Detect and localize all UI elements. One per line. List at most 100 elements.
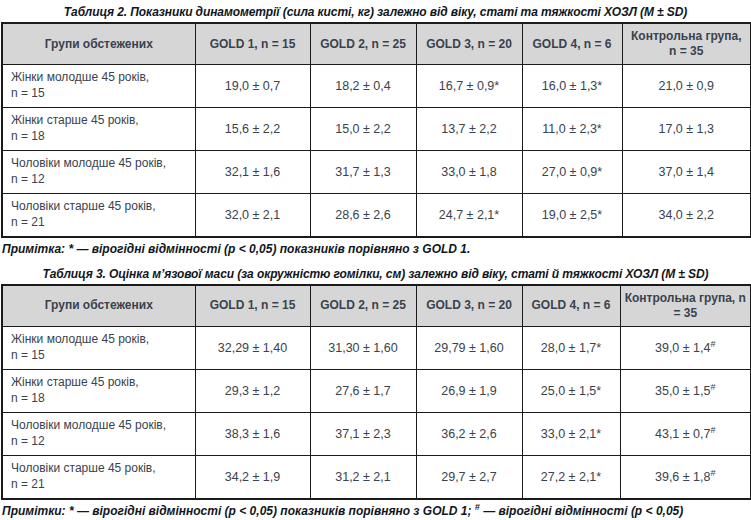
value-cell: 17,0 ± 1,3 bbox=[622, 108, 751, 151]
cell-value: 13,7 ± 2,2 bbox=[441, 122, 497, 136]
table-row: Жінки молодше 45 років, n = 15 32,29 ± 1… bbox=[2, 326, 751, 369]
column-header-gold1: GOLD 1, n = 15 bbox=[195, 285, 310, 327]
value-cell: 16,0 ± 1,3* bbox=[522, 65, 622, 108]
cell-value: 15,0 ± 2,2 bbox=[335, 122, 391, 136]
cell-value: 17,0 ± 1,3 bbox=[658, 122, 714, 136]
page: Таблиця 2. Показники динамометрії (сила … bbox=[0, 0, 751, 520]
value-cell: 31,7 ± 1,3 bbox=[310, 151, 416, 194]
cell-value: 32,29 ± 1,40 bbox=[218, 341, 287, 355]
table2: Групи обстежених GOLD 1, n = 15 GOLD 2, … bbox=[1, 22, 751, 238]
cell-value: 33,0 ± 1,8 bbox=[441, 165, 497, 179]
cell-value: 27,2 ± 2,1* bbox=[541, 470, 601, 484]
table3: Групи обстежених GOLD 1, n = 15 GOLD 2, … bbox=[1, 284, 751, 500]
value-cell: 39,6 ± 1,8# bbox=[620, 455, 751, 499]
value-cell: 24,7 ± 2,1* bbox=[416, 194, 522, 238]
cell-value: 27,6 ± 1,7 bbox=[335, 384, 391, 398]
column-header-gold1: GOLD 1, n = 15 bbox=[195, 23, 310, 65]
group-cell: Чоловіки молодше 45 років, n = 12 bbox=[2, 151, 195, 194]
value-cell: 28,6 ± 2,6 bbox=[310, 194, 416, 238]
table-row: Жінки старше 45 років, n = 18 15,6 ± 2,2… bbox=[2, 108, 751, 151]
value-cell: 32,29 ± 1,40 bbox=[195, 326, 310, 369]
value-cell: 11,0 ± 2,3* bbox=[522, 108, 622, 151]
column-header-control: Контрольна група, n = 35 bbox=[622, 23, 751, 65]
column-header-control: Контрольна група, n = 35 bbox=[620, 285, 751, 327]
group-cell: Чоловіки старше 45 років, n = 21 bbox=[2, 194, 195, 238]
cell-marker: # bbox=[711, 382, 716, 392]
cell-value: 28,0 ± 1,7* bbox=[541, 341, 601, 355]
cell-value: 29,7 ± 2,7 bbox=[441, 470, 497, 484]
column-header-groups: Групи обстежених bbox=[2, 285, 195, 327]
value-cell: 36,2 ± 2,6 bbox=[416, 412, 522, 455]
column-header-gold3: GOLD 3, n = 20 bbox=[416, 23, 522, 65]
table-row: Чоловіки старше 45 років, n = 21 32,0 ± … bbox=[2, 194, 751, 238]
column-header-gold4: GOLD 4, n = 6 bbox=[522, 285, 620, 327]
table2-title: Таблиця 2. Показники динамометрії (сила … bbox=[1, 5, 750, 19]
value-cell: 34,2 ± 1,9 bbox=[195, 455, 310, 499]
cell-value: 43,1 ± 0,7 bbox=[655, 427, 711, 441]
value-cell: 43,1 ± 0,7# bbox=[620, 412, 751, 455]
value-cell: 15,0 ± 2,2 bbox=[310, 108, 416, 151]
cell-marker: # bbox=[711, 339, 716, 349]
column-header-groups: Групи обстежених bbox=[2, 23, 195, 65]
value-cell: 27,2 ± 2,1* bbox=[522, 455, 620, 499]
value-cell: 27,0 ± 0,9* bbox=[522, 151, 622, 194]
group-cell: Жінки старше 45 років, n = 18 bbox=[2, 108, 195, 151]
cell-value: 37,0 ± 1,4 bbox=[658, 165, 714, 179]
cell-value: 19,0 ± 0,7 bbox=[225, 79, 281, 93]
column-header-gold4: GOLD 4, n = 6 bbox=[522, 23, 622, 65]
cell-value: 29,79 ± 1,60 bbox=[434, 341, 503, 355]
cell-value: 18,2 ± 0,4 bbox=[335, 79, 391, 93]
cell-value: 21,0 ± 0,9 bbox=[658, 79, 714, 93]
cell-value: 33,0 ± 2,1* bbox=[541, 427, 601, 441]
column-header-gold3: GOLD 3, n = 20 bbox=[416, 285, 522, 327]
column-header-gold2: GOLD 2, n = 25 bbox=[310, 23, 416, 65]
cell-value: 35,0 ± 1,5 bbox=[655, 384, 711, 398]
value-cell: 32,1 ± 1,6 bbox=[195, 151, 310, 194]
value-cell: 29,79 ± 1,60 bbox=[416, 326, 522, 369]
cell-value: 38,3 ± 1,6 bbox=[225, 427, 281, 441]
cell-value: 15,6 ± 2,2 bbox=[225, 122, 281, 136]
value-cell: 27,6 ± 1,7 bbox=[310, 369, 416, 412]
value-cell: 33,0 ± 2,1* bbox=[522, 412, 620, 455]
cell-value: 32,1 ± 1,6 bbox=[225, 165, 281, 179]
cell-marker: # bbox=[711, 425, 716, 435]
value-cell: 29,3 ± 1,2 bbox=[195, 369, 310, 412]
cell-value: 25,0 ± 1,5* bbox=[541, 384, 601, 398]
cell-value: 19,0 ± 2,5* bbox=[542, 208, 602, 222]
value-cell: 38,3 ± 1,6 bbox=[195, 412, 310, 455]
table-row: Чоловіки молодше 45 років, n = 12 32,1 ±… bbox=[2, 151, 751, 194]
cell-value: 16,7 ± 0,9* bbox=[439, 79, 499, 93]
group-cell: Жінки старше 45 років, n = 18 bbox=[2, 369, 195, 412]
value-cell: 31,2 ± 2,1 bbox=[310, 455, 416, 499]
table3-title: Таблиця 3. Оцінка м’язової маси (за окру… bbox=[1, 267, 750, 281]
cell-value: 32,0 ± 2,1 bbox=[225, 208, 281, 222]
value-cell: 15,6 ± 2,2 bbox=[195, 108, 310, 151]
value-cell: 35,0 ± 1,5# bbox=[620, 369, 751, 412]
value-cell: 37,1 ± 2,3 bbox=[310, 412, 416, 455]
column-header-gold2: GOLD 2, n = 25 bbox=[310, 285, 416, 327]
value-cell: 32,0 ± 2,1 bbox=[195, 194, 310, 238]
cell-value: 34,2 ± 1,9 bbox=[225, 470, 281, 484]
value-cell: 21,0 ± 0,9 bbox=[622, 65, 751, 108]
group-cell: Жінки молодше 45 років, n = 15 bbox=[2, 65, 195, 108]
cell-value: 36,2 ± 2,6 bbox=[441, 427, 497, 441]
cell-value: 34,0 ± 2,2 bbox=[658, 208, 714, 222]
cell-value: 27,0 ± 0,9* bbox=[542, 165, 602, 179]
table-row: Жінки молодше 45 років, n = 15 19,0 ± 0,… bbox=[2, 65, 751, 108]
value-cell: 29,7 ± 2,7 bbox=[416, 455, 522, 499]
cell-value: 37,1 ± 2,3 bbox=[335, 427, 391, 441]
cell-value: 11,0 ± 2,3* bbox=[542, 122, 601, 136]
cell-value: 29,3 ± 1,2 bbox=[225, 384, 281, 398]
table-row: Чоловіки старше 45 років, n = 21 34,2 ± … bbox=[2, 455, 751, 499]
table2-note: Примітка: * — вірогідні відмінності (p <… bbox=[2, 242, 749, 258]
value-cell: 19,0 ± 0,7 bbox=[195, 65, 310, 108]
cell-value: 31,30 ± 1,60 bbox=[328, 341, 397, 355]
value-cell: 26,9 ± 1,9 bbox=[416, 369, 522, 412]
group-cell: Чоловіки молодше 45 років, n = 12 bbox=[2, 412, 195, 455]
table-row: Жінки старше 45 років, n = 18 29,3 ± 1,2… bbox=[2, 369, 751, 412]
cell-marker: # bbox=[711, 468, 716, 478]
cell-value: 16,0 ± 1,3* bbox=[542, 79, 602, 93]
cell-value: 31,2 ± 2,1 bbox=[335, 470, 391, 484]
table2-header-row: Групи обстежених GOLD 1, n = 15 GOLD 2, … bbox=[2, 23, 751, 65]
value-cell: 34,0 ± 2,2 bbox=[622, 194, 751, 238]
